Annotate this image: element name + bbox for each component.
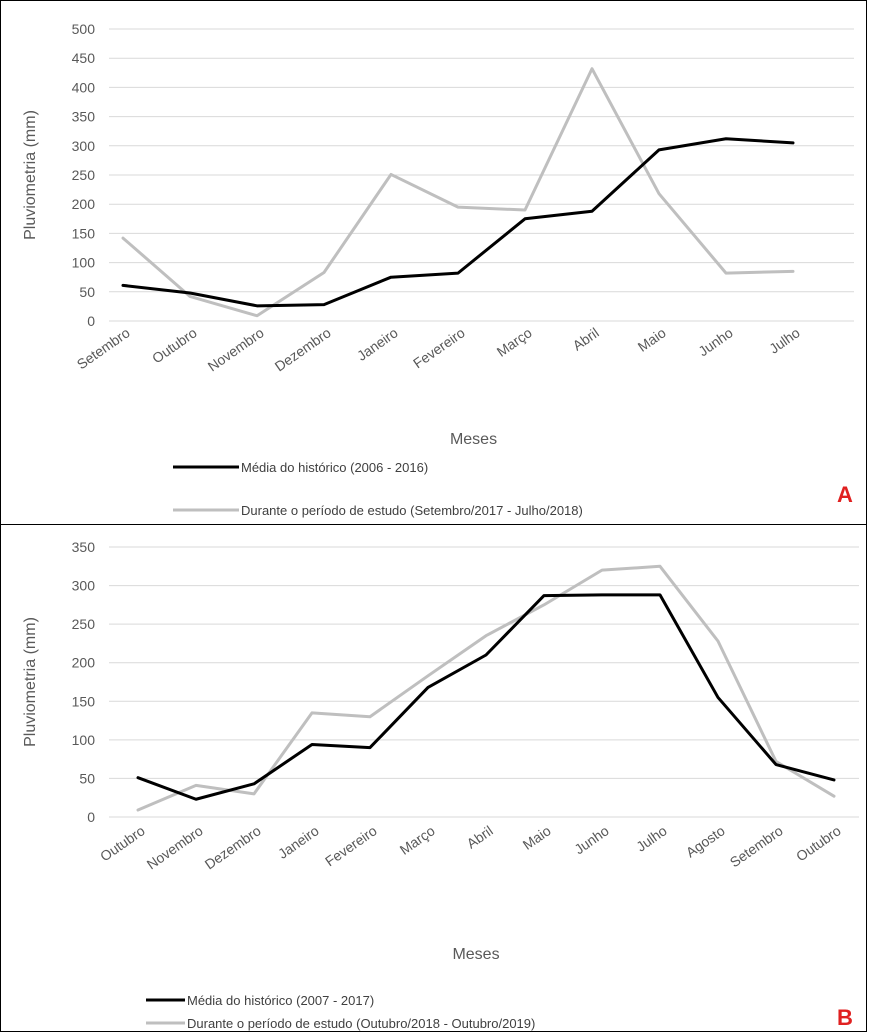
y-tick-label: 100 <box>72 732 96 748</box>
x-tick-label: Setembro <box>74 324 133 372</box>
y-tick-label: 250 <box>72 616 96 632</box>
y-tick-label: 350 <box>72 109 96 125</box>
x-tick-label: Julho <box>633 822 670 854</box>
x-tick-label: Dezembro <box>272 324 334 374</box>
y-tick-label: 250 <box>72 167 96 183</box>
x-tick-label: Novembro <box>205 324 267 374</box>
series-line-0 <box>136 593 836 801</box>
legend-label-0: Média do histórico (2006 - 2016) <box>241 460 428 475</box>
panel-label: A <box>837 482 853 507</box>
y-axis-title: Pluviometria (mm) <box>22 110 39 240</box>
panel-b: 0 50 100 150 200 250 300 350 Outubro Novembro Deze… <box>0 524 867 1032</box>
y-tick-label: 150 <box>72 693 96 709</box>
x-tick-label: Agosto <box>683 822 728 860</box>
y-tick-label: 100 <box>72 255 96 271</box>
x-tick-label: Outubro <box>97 822 148 864</box>
y-tick-label: 450 <box>72 50 96 66</box>
y-tick-label: 400 <box>72 79 96 95</box>
y-tick-label: 50 <box>79 770 95 786</box>
chart-a: 0 50 100 150 200 250 300 350 400 450 500 Setembro Ou… <box>22 21 854 518</box>
y-tick-label: 50 <box>79 284 95 300</box>
series-line-0 <box>121 137 795 308</box>
series-line-1 <box>121 67 795 318</box>
y-tick-label: 150 <box>72 225 96 241</box>
x-tick-label: Outubro <box>149 324 200 366</box>
x-axis-title: Meses <box>450 431 497 448</box>
panel-label: B <box>837 1005 853 1030</box>
y-tick-label: 300 <box>72 138 96 154</box>
x-tick-label: Março <box>397 822 438 858</box>
x-tick-label: Novembro <box>144 822 206 872</box>
legend-label-0: Média do histórico (2007 - 2017) <box>187 993 374 1008</box>
x-tick-label: Abril <box>464 822 496 851</box>
x-tick-label: Dezembro <box>202 822 264 872</box>
x-tick-label: Março <box>494 324 535 360</box>
x-tick-label: Janeiro <box>275 822 322 862</box>
y-tick-label: 350 <box>72 539 96 555</box>
x-tick-label: Maio <box>635 324 669 355</box>
x-tick-label: Abril <box>570 324 602 353</box>
y-tick-label: 200 <box>72 655 96 671</box>
series-line-1 <box>136 564 836 812</box>
x-tick-label: Maio <box>520 822 554 853</box>
x-tick-label: Junho <box>571 822 612 857</box>
x-tick-label: Janeiro <box>354 324 401 364</box>
y-tick-label: 300 <box>72 578 96 594</box>
y-axis-title: Pluviometria (mm) <box>22 617 39 747</box>
chart-b: 050100150200250300350OutubroNovembroDeze… <box>22 539 859 1031</box>
x-tick-label: Junho <box>695 324 736 359</box>
y-tick-label: 200 <box>72 196 96 212</box>
x-axis-title: Meses <box>452 946 499 963</box>
x-tick-label: Outubro <box>793 822 844 864</box>
legend-label-1: Durante o período de estudo (Setembro/20… <box>241 503 583 518</box>
x-tick-label: Julho <box>766 324 803 356</box>
x-tick-label: Fevereiro <box>322 822 380 869</box>
y-tick-label: 0 <box>87 809 95 825</box>
y-tick-label: 500 <box>72 21 96 37</box>
y-tick-label: 0 <box>87 313 95 329</box>
x-tick-label: Fevereiro <box>410 324 468 371</box>
panel-a: 0 50 100 150 200 250 300 350 400 450 500 Setembro Ou… <box>0 0 867 525</box>
x-tick-label: Setembro <box>727 822 786 870</box>
legend-label-1: Durante o período de estudo (Outubro/201… <box>187 1016 535 1031</box>
